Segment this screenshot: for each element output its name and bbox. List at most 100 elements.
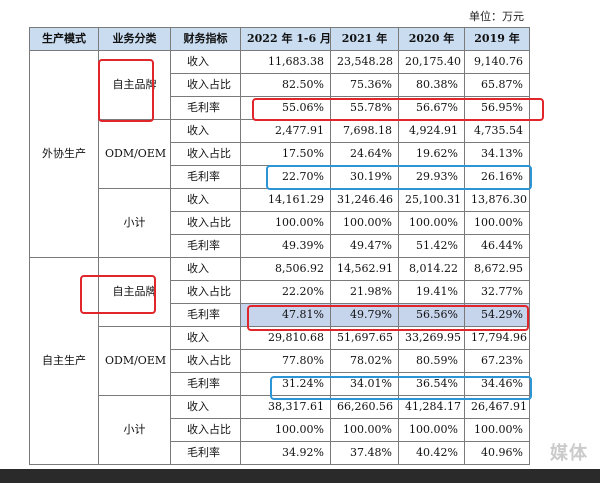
header-2019: 2019 年: [464, 27, 530, 51]
metric-cell: 收入占比: [170, 280, 241, 304]
metric-cell: 毛利率: [170, 441, 241, 465]
value-cell: 80.59%: [398, 349, 465, 373]
metric-cell: 收入占比: [170, 211, 241, 235]
value-cell: 100.00%: [240, 211, 331, 235]
value-cell: 17.50%: [240, 142, 331, 166]
value-cell: 26.16%: [464, 165, 530, 189]
value-cell: 8,506.92: [240, 257, 331, 281]
value-cell: 40.42%: [398, 441, 465, 465]
value-cell: 36.54%: [398, 372, 465, 396]
business-category-cell: ODM/OEM: [98, 326, 171, 396]
value-cell: 41,284.17: [398, 395, 465, 419]
value-cell: 20,175.40: [398, 50, 465, 74]
header-2021: 2021 年: [330, 27, 399, 51]
header-2022h1: 2022 年 1-6 月: [240, 27, 331, 51]
value-cell: 23,548.28: [330, 50, 399, 74]
value-cell: 56.56%: [398, 303, 465, 327]
value-cell: 51,697.65: [330, 326, 399, 350]
value-cell: 32.77%: [464, 280, 530, 304]
metric-cell: 收入: [170, 326, 241, 350]
metric-cell: 毛利率: [170, 303, 241, 327]
footer-bar: [0, 469, 600, 483]
business-category-cell: 小计: [98, 395, 171, 465]
value-cell: 78.02%: [330, 349, 399, 373]
value-cell: 17,794.96: [464, 326, 530, 350]
value-cell: 29.93%: [398, 165, 465, 189]
table-row: 收入占比 17.50% 24.64% 19.62% 34.13%: [30, 142, 530, 166]
value-cell: 13,876.30: [464, 188, 530, 212]
table-row: 收入占比 77.80% 78.02% 80.59% 67.23%: [30, 349, 530, 373]
production-mode-cell: 外协生产: [29, 50, 99, 258]
table-row: 小计 收入 38,317.61 66,260.56 41,284.17 26,467.91: [30, 395, 530, 465]
value-cell: 82.50%: [240, 73, 331, 97]
value-cell: 55.06%: [240, 96, 331, 120]
business-category-cell: 自主品牌: [98, 257, 171, 327]
value-cell: 56.95%: [464, 96, 530, 120]
table-row: 自主生产 自主品牌 收入 8,506.92 14,562.91 8,014.22 8,672…: [29, 257, 530, 465]
value-cell: 34.13%: [464, 142, 530, 166]
value-cell: 100.00%: [398, 418, 465, 442]
table-row: 小计 收入 14,161.29 31,246.46 25,100.31 13,876.30: [30, 188, 530, 258]
value-cell: 31.24%: [240, 372, 331, 396]
value-cell: 100.00%: [464, 211, 530, 235]
value-cell: 75.36%: [330, 73, 399, 97]
value-cell: 2,477.91: [240, 119, 331, 143]
value-cell: 19.41%: [398, 280, 465, 304]
value-cell: 22.20%: [240, 280, 331, 304]
header-metric: 财务指标: [170, 27, 241, 51]
unit-label: 单位：万元: [469, 10, 524, 23]
value-cell: 38,317.61: [240, 395, 331, 419]
value-cell: 37.48%: [330, 441, 399, 465]
value-cell: 55.78%: [330, 96, 399, 120]
business-category-cell: 小计: [98, 188, 171, 258]
header-mode: 生产模式: [29, 27, 99, 51]
metric-cell: 收入: [170, 50, 241, 74]
table-row: 收入占比 100.00% 100.00% 100.00% 100.00%: [30, 418, 530, 442]
value-cell: 11,683.38: [240, 50, 331, 74]
value-cell: 22.70%: [240, 165, 331, 189]
value-cell: 100.00%: [464, 418, 530, 442]
value-cell: 7,698.18: [330, 119, 399, 143]
value-cell: 14,562.91: [330, 257, 399, 281]
value-cell: 24.64%: [330, 142, 399, 166]
table-row: 收入占比 100.00% 100.00% 100.00% 100.00%: [30, 211, 530, 235]
value-cell: 30.19%: [330, 165, 399, 189]
value-cell: 4,924.91: [398, 119, 465, 143]
value-cell: 33,269.95: [398, 326, 465, 350]
table-row: 毛利率 34.92% 37.48% 40.42% 40.96%: [30, 441, 530, 465]
table-row: ODM/OEM 收入 2,477.91 7,698.18 4,924.91 4,735.5…: [30, 119, 530, 189]
table-row: 毛利率 55.06% 55.78% 56.67% 56.95%: [30, 96, 530, 120]
value-cell: 47.81%: [240, 303, 331, 327]
value-cell: 9,140.76: [464, 50, 530, 74]
table-row: 毛利率 22.70% 30.19% 29.93% 26.16%: [30, 165, 530, 189]
header-row: 生产模式 业务分类 财务指标 2022 年 1-6 月 2021 年 2020 …: [29, 27, 530, 51]
metric-cell: 毛利率: [170, 372, 241, 396]
metric-cell: 收入占比: [170, 73, 241, 97]
value-cell: 56.67%: [398, 96, 465, 120]
metric-cell: 收入: [170, 188, 241, 212]
value-cell: 4,735.54: [464, 119, 530, 143]
table-row: 毛利率 47.81% 49.79% 56.56% 54.29%: [30, 303, 530, 327]
metric-cell: 毛利率: [170, 96, 241, 120]
watermark-text: 媒体: [550, 443, 588, 464]
value-cell: 26,467.91: [464, 395, 530, 419]
value-cell: 80.38%: [398, 73, 465, 97]
metric-cell: 收入: [170, 257, 241, 281]
value-cell: 34.46%: [464, 372, 530, 396]
value-cell: 40.96%: [464, 441, 530, 465]
metric-cell: 收入占比: [170, 418, 241, 442]
value-cell: 100.00%: [398, 211, 465, 235]
value-cell: 8,014.22: [398, 257, 465, 281]
metric-cell: 收入: [170, 395, 241, 419]
table-row: 外协生产 自主品牌 收入 11,683.38 23,548.28 20,175.40 9,1…: [29, 50, 530, 258]
header-2020: 2020 年: [398, 27, 465, 51]
value-cell: 31,246.46: [330, 188, 399, 212]
value-cell: 100.00%: [240, 418, 331, 442]
value-cell: 100.00%: [330, 418, 399, 442]
table-row: 收入占比 82.50% 75.36% 80.38% 65.87%: [30, 73, 530, 97]
value-cell: 54.29%: [464, 303, 530, 327]
value-cell: 51.42%: [398, 234, 465, 258]
header-category: 业务分类: [98, 27, 171, 51]
value-cell: 100.00%: [330, 211, 399, 235]
business-category-cell: ODM/OEM: [98, 119, 171, 189]
